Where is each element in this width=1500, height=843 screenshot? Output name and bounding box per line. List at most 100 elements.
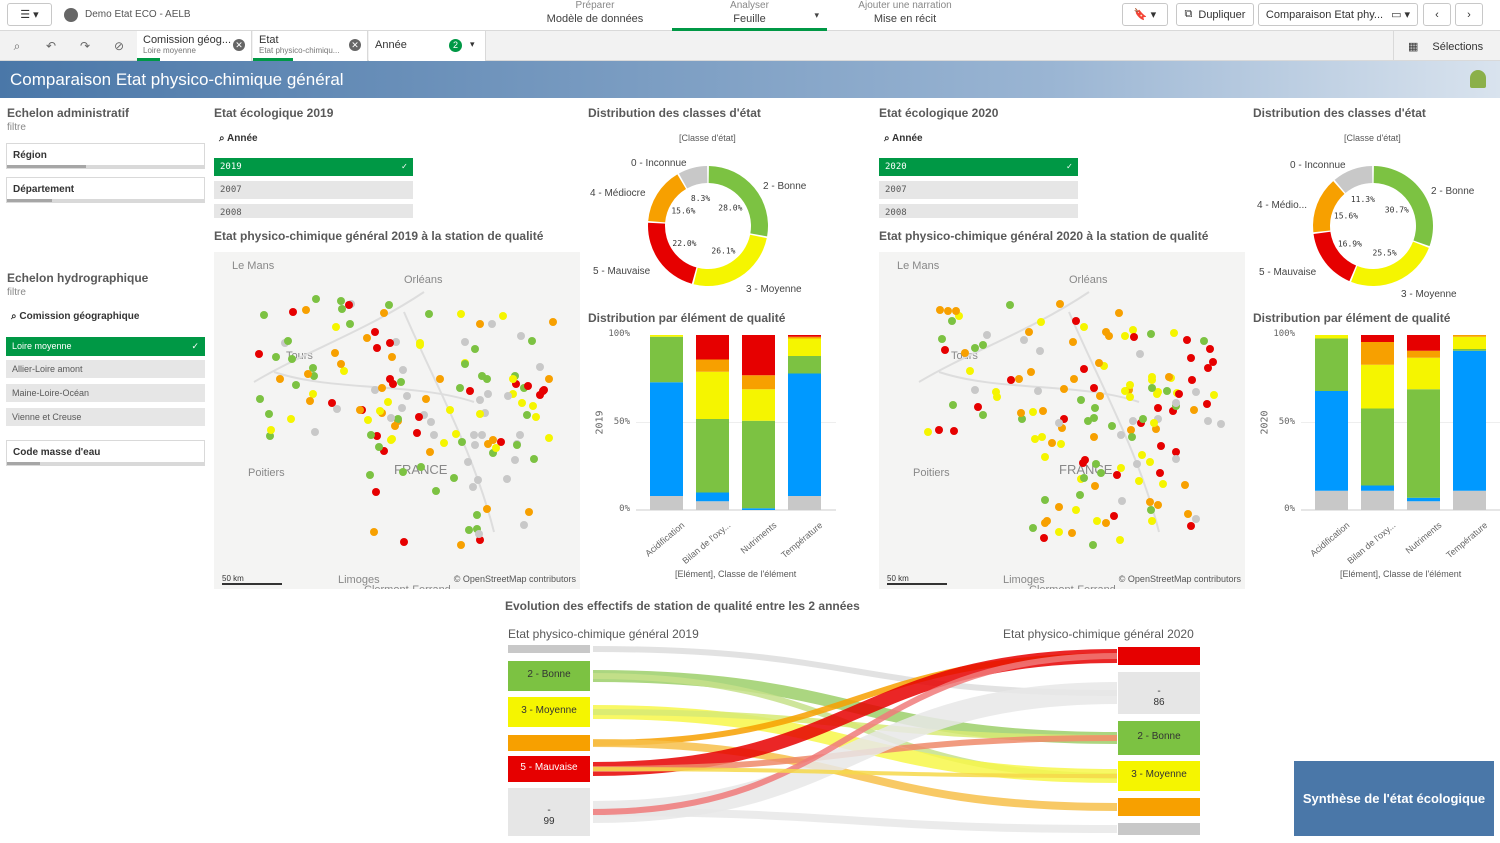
station-marker[interactable] bbox=[965, 366, 974, 375]
station-marker[interactable] bbox=[488, 320, 497, 329]
bar-segment[interactable] bbox=[1407, 501, 1440, 510]
station-marker[interactable] bbox=[1127, 426, 1136, 435]
station-marker[interactable] bbox=[457, 309, 466, 318]
selection-chip-annee[interactable]: Année 2 ▾ bbox=[369, 31, 486, 61]
station-marker[interactable] bbox=[496, 438, 505, 447]
station-marker[interactable] bbox=[403, 392, 412, 401]
station-marker[interactable] bbox=[518, 398, 527, 407]
station-marker[interactable] bbox=[1204, 417, 1213, 426]
station-marker[interactable] bbox=[978, 341, 987, 350]
station-marker[interactable] bbox=[1109, 511, 1118, 520]
bar-segment[interactable] bbox=[1407, 357, 1440, 390]
bar-segment[interactable] bbox=[696, 492, 729, 502]
bar-segment[interactable] bbox=[788, 338, 821, 357]
station-marker[interactable] bbox=[503, 474, 512, 483]
station-marker[interactable] bbox=[465, 525, 474, 534]
station-marker[interactable] bbox=[1092, 459, 1101, 468]
close-icon[interactable]: ✕ bbox=[233, 39, 245, 51]
station-marker[interactable] bbox=[1120, 386, 1129, 395]
station-marker[interactable] bbox=[923, 428, 932, 437]
step-forward-icon[interactable]: ↷ bbox=[79, 39, 91, 53]
station-marker[interactable] bbox=[430, 430, 439, 439]
station-marker[interactable] bbox=[389, 380, 398, 389]
bar-segment[interactable] bbox=[650, 496, 683, 510]
sankey-flow[interactable] bbox=[592, 739, 1118, 811]
station-marker[interactable] bbox=[1018, 415, 1026, 424]
station-marker[interactable] bbox=[373, 344, 382, 353]
bar-segment[interactable] bbox=[742, 420, 775, 509]
station-marker[interactable] bbox=[1191, 388, 1200, 397]
station-marker[interactable] bbox=[397, 377, 406, 386]
station-marker[interactable] bbox=[390, 422, 399, 431]
station-marker[interactable] bbox=[1153, 501, 1162, 510]
bar-segment[interactable] bbox=[1407, 389, 1440, 498]
station-marker[interactable] bbox=[1172, 398, 1181, 407]
station-marker[interactable] bbox=[1079, 473, 1088, 482]
station-marker[interactable] bbox=[529, 402, 538, 411]
station-marker[interactable] bbox=[943, 307, 952, 316]
station-marker[interactable] bbox=[1203, 399, 1212, 408]
station-marker[interactable] bbox=[548, 317, 557, 326]
station-marker[interactable] bbox=[1159, 480, 1168, 488]
donut-slice[interactable] bbox=[1313, 181, 1345, 233]
bar-segment[interactable] bbox=[1407, 350, 1440, 358]
station-marker[interactable] bbox=[1077, 396, 1086, 405]
station-marker[interactable] bbox=[466, 386, 475, 395]
station-marker[interactable] bbox=[391, 338, 400, 347]
station-marker[interactable] bbox=[1169, 329, 1178, 338]
bar-segment[interactable] bbox=[742, 508, 775, 510]
station-marker[interactable] bbox=[445, 405, 454, 414]
list-item[interactable]: Vienne et Creuse bbox=[6, 408, 205, 427]
station-marker[interactable] bbox=[364, 415, 373, 424]
sankey-left-node[interactable] bbox=[508, 735, 590, 751]
station-marker[interactable] bbox=[470, 345, 479, 354]
station-marker[interactable] bbox=[1156, 441, 1165, 450]
station-marker[interactable] bbox=[1192, 514, 1201, 523]
station-marker[interactable] bbox=[1203, 364, 1212, 373]
station-marker[interactable] bbox=[1097, 468, 1106, 477]
station-marker[interactable] bbox=[1090, 403, 1099, 412]
station-marker[interactable] bbox=[947, 317, 956, 326]
donut-slice[interactable] bbox=[1334, 166, 1373, 193]
station-marker[interactable] bbox=[344, 300, 353, 309]
station-marker[interactable] bbox=[489, 436, 498, 445]
station-marker[interactable] bbox=[940, 346, 949, 355]
station-marker[interactable] bbox=[1139, 414, 1148, 423]
station-marker[interactable] bbox=[310, 428, 319, 437]
station-marker[interactable] bbox=[1089, 541, 1098, 550]
station-marker[interactable] bbox=[536, 391, 545, 400]
station-marker[interactable] bbox=[1067, 529, 1076, 538]
station-marker[interactable] bbox=[336, 297, 345, 306]
station-marker[interactable] bbox=[488, 448, 497, 457]
station-marker[interactable] bbox=[1029, 524, 1038, 533]
station-marker[interactable] bbox=[1163, 386, 1172, 395]
station-marker[interactable] bbox=[308, 390, 317, 399]
bar-segment[interactable] bbox=[1361, 485, 1394, 491]
year-item[interactable]: 2008 bbox=[214, 204, 413, 219]
station-marker[interactable] bbox=[1116, 430, 1125, 439]
station-marker[interactable] bbox=[276, 375, 285, 384]
station-marker[interactable] bbox=[1038, 406, 1047, 415]
station-marker[interactable] bbox=[993, 392, 1002, 401]
station-marker[interactable] bbox=[464, 457, 473, 466]
station-marker[interactable] bbox=[1118, 496, 1127, 505]
station-marker[interactable] bbox=[331, 322, 340, 331]
station-marker[interactable] bbox=[306, 396, 315, 405]
station-marker[interactable] bbox=[1090, 384, 1099, 393]
station-marker[interactable] bbox=[475, 535, 484, 544]
station-marker[interactable] bbox=[387, 353, 396, 362]
selection-chip-commission[interactable]: Comission géog... Loire moyenne ✕ bbox=[137, 31, 252, 61]
donut-slice[interactable] bbox=[648, 222, 697, 284]
station-marker[interactable] bbox=[254, 349, 263, 358]
station-marker[interactable] bbox=[1125, 380, 1134, 389]
station-map[interactable]: Le MansOrléansToursPoitiersFRANCELimoges… bbox=[214, 252, 580, 589]
station-marker[interactable] bbox=[460, 338, 469, 347]
station-marker[interactable] bbox=[545, 374, 554, 383]
station-marker[interactable] bbox=[425, 310, 434, 319]
station-marker[interactable] bbox=[1129, 325, 1138, 334]
sankey-right-node[interactable] bbox=[1118, 798, 1200, 816]
year-item[interactable]: 2008 bbox=[879, 204, 1078, 219]
station-marker[interactable] bbox=[1150, 418, 1159, 427]
station-marker[interactable] bbox=[1129, 332, 1138, 341]
station-marker[interactable] bbox=[1186, 354, 1195, 363]
